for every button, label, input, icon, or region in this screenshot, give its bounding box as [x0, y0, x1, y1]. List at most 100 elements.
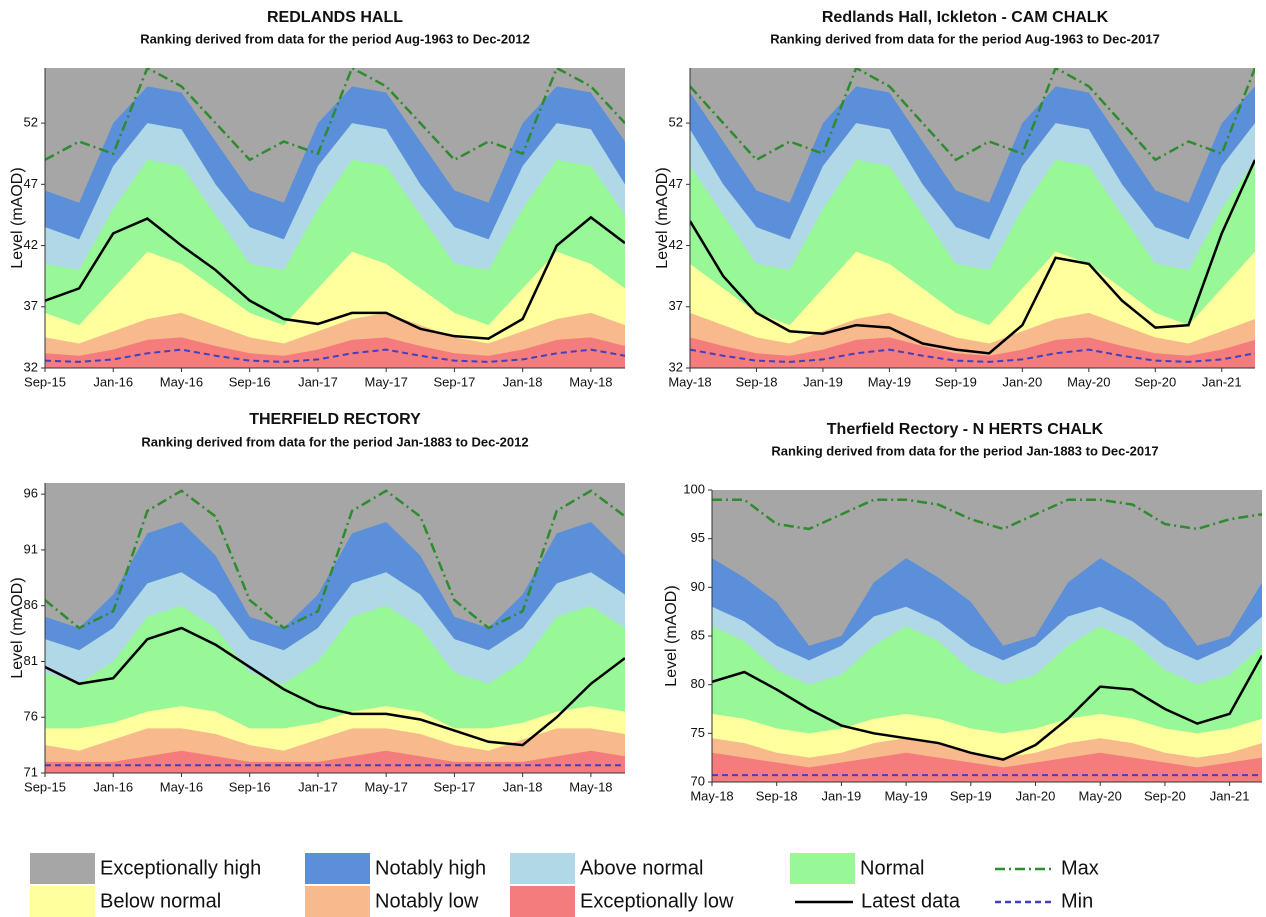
- legend-swatch: [790, 853, 855, 884]
- x-tick-label: Jan-18: [503, 374, 543, 389]
- plot: [45, 68, 625, 368]
- y-axis-label: Level (mAOD): [9, 577, 26, 678]
- band: [45, 750, 625, 773]
- max-line: [45, 489, 625, 630]
- legend-label: Above normal: [580, 857, 703, 879]
- latest-line: [712, 654, 1262, 761]
- legend-label: Exceptionally high: [100, 857, 261, 879]
- y-axis-label: Level (mAOD): [663, 585, 680, 686]
- y-tick-label: 90: [691, 579, 705, 594]
- legend-swatch: [305, 886, 370, 917]
- y-tick-label: 32: [669, 359, 683, 374]
- legend-swatch: [30, 853, 95, 884]
- chart-title: Redlands Hall, Ickleton - CAM CHALK: [822, 9, 1109, 26]
- max-line: [712, 498, 1262, 531]
- x-tick-label: Sep-18: [756, 788, 798, 803]
- legend-swatch: [510, 853, 575, 884]
- x-tick-label: Sep-19: [950, 788, 992, 803]
- x-tick-label: May-18: [569, 779, 612, 794]
- x-tick-label: Sep-20: [1144, 788, 1186, 803]
- y-tick-label: 47: [24, 176, 38, 191]
- chart-title: THERFIELD RECTORY: [249, 411, 421, 428]
- x-tick-label: May-17: [364, 779, 407, 794]
- x-tick-label: Jan-17: [298, 779, 338, 794]
- plot: [690, 68, 1255, 368]
- legend-label: Min: [1061, 890, 1093, 912]
- y-tick-label: 76: [24, 709, 38, 724]
- x-tick-label: May-17: [364, 374, 407, 389]
- y-tick-label: 80: [691, 676, 705, 691]
- y-tick-label: 75: [691, 725, 705, 740]
- x-tick-label: Sep-17: [433, 779, 475, 794]
- x-tick-label: Jan-19: [822, 788, 862, 803]
- x-tick-label: May-20: [1067, 374, 1110, 389]
- chart-title: Therfield Rectory - N HERTS CHALK: [827, 421, 1104, 438]
- latest-line: [45, 215, 625, 340]
- chart-subtitle: Ranking derived from data for the period…: [771, 443, 1158, 458]
- plot: [712, 490, 1262, 782]
- y-tick-label: 95: [691, 530, 705, 545]
- chart-subtitle: Ranking derived from data for the period…: [770, 31, 1160, 46]
- band: [45, 337, 625, 368]
- legend-label: Max: [1061, 857, 1099, 879]
- y-tick-label: 47: [669, 176, 683, 191]
- band: [690, 337, 1255, 368]
- min-line: [45, 348, 625, 363]
- legend-label: Exceptionally low: [580, 890, 734, 912]
- x-tick-label: Sep-18: [736, 374, 778, 389]
- x-tick-label: Sep-16: [229, 779, 271, 794]
- legend-swatch: [305, 853, 370, 884]
- x-tick-label: May-18: [668, 374, 711, 389]
- x-tick-label: May-18: [690, 788, 733, 803]
- chart-subtitle: Ranking derived from data for the period…: [140, 31, 530, 46]
- y-tick-label: 42: [24, 237, 38, 252]
- x-tick-label: Sep-19: [935, 374, 977, 389]
- x-tick-label: May-19: [868, 374, 911, 389]
- x-tick-label: Jan-20: [1016, 788, 1056, 803]
- y-tick-label: 100: [683, 481, 705, 496]
- chart-title: REDLANDS HALL: [267, 9, 403, 26]
- legend-swatch: [30, 886, 95, 917]
- y-tick-label: 71: [24, 764, 38, 779]
- y-tick-label: 96: [24, 486, 38, 501]
- x-tick-label: May-16: [160, 779, 203, 794]
- legend-label: Normal: [860, 857, 924, 879]
- x-tick-label: Sep-17: [433, 374, 475, 389]
- x-tick-label: Jan-21: [1202, 374, 1242, 389]
- x-tick-label: Sep-20: [1134, 374, 1176, 389]
- x-tick-label: May-16: [160, 374, 203, 389]
- y-tick-label: 81: [24, 653, 38, 668]
- y-tick-label: 52: [24, 115, 38, 130]
- x-tick-label: May-18: [569, 374, 612, 389]
- y-tick-label: 70: [691, 773, 705, 788]
- y-tick-label: 32: [24, 359, 38, 374]
- x-tick-label: Jan-21: [1210, 788, 1250, 803]
- x-tick-label: Sep-15: [24, 779, 66, 794]
- x-tick-label: Jan-16: [93, 374, 133, 389]
- x-tick-label: Jan-19: [803, 374, 843, 389]
- y-tick-label: 37: [669, 298, 683, 313]
- x-tick-label: Jan-20: [1002, 374, 1042, 389]
- latest-line: [690, 159, 1255, 355]
- plot: [45, 483, 625, 773]
- x-tick-label: Sep-16: [229, 374, 271, 389]
- x-tick-label: Jan-18: [503, 779, 543, 794]
- y-tick-label: 37: [24, 298, 38, 313]
- y-tick-label: 86: [24, 597, 38, 612]
- legend-label: Notably low: [375, 890, 479, 912]
- y-axis-label: Level (mAOD): [9, 167, 26, 268]
- max-line: [690, 68, 1255, 162]
- x-tick-label: Jan-16: [93, 779, 133, 794]
- legend-label: Below normal: [100, 890, 221, 912]
- y-axis-label: Level (mAOD): [654, 167, 671, 268]
- legend-label: Notably high: [375, 857, 486, 879]
- max-line: [45, 68, 625, 162]
- x-tick-label: Sep-15: [24, 374, 66, 389]
- x-tick-label: Jan-17: [298, 374, 338, 389]
- y-tick-label: 42: [669, 237, 683, 252]
- min-line: [690, 348, 1255, 363]
- y-tick-label: 91: [24, 541, 38, 556]
- y-tick-label: 52: [669, 115, 683, 130]
- x-tick-label: May-19: [884, 788, 927, 803]
